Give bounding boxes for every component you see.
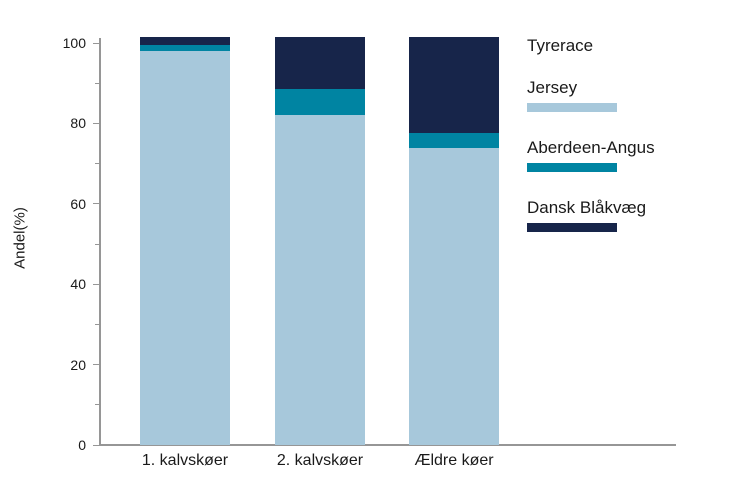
y-tick-label: 20 [70,356,86,373]
y-tick-minor [95,163,100,165]
x-category-label: Ældre køer [414,452,494,469]
legend-label: Aberdeen-Angus [527,138,655,157]
bar-segment-aberdeen-angus [140,45,230,52]
bar-segment-jersey [140,51,230,445]
y-axis-title: Andel(%) [11,207,29,269]
legend-swatch [527,103,617,112]
y-tick-major [93,444,100,446]
x-axis-line [99,444,676,446]
bar-segment-dansk-bl-kv-g [140,36,230,45]
y-tick-major [93,364,100,366]
legend-entry: Jersey [527,78,697,112]
bar-segment-aberdeen-angus [275,89,365,116]
y-tick-major [93,42,100,44]
y-tick-minor [95,323,100,325]
bar-segment-dansk-bl-kv-g [409,36,499,134]
legend-label: Dansk Blåkvæg [527,198,647,217]
y-axis-line [99,38,101,446]
bar-segment-jersey [275,115,365,445]
legend-entry: Aberdeen-Angus [527,138,697,172]
x-category-label: 1. kalvskøer [141,452,229,469]
y-tick-minor [95,404,100,406]
bar-segment-aberdeen-angus [409,133,499,148]
y-tick-major [93,203,100,205]
y-tick-major [93,283,100,285]
y-tick-major [93,122,100,124]
bar-segment-dansk-bl-kv-g [275,36,365,90]
bar-segment-jersey [409,147,499,445]
x-category-label: 2. kalvskøer [276,452,364,469]
y-tick-minor [95,243,100,245]
legend-entry: Dansk Blåkvæg [527,198,697,232]
legend-swatch [527,163,617,172]
legend-label: Jersey [527,78,578,97]
legend-entries: Jersey Aberdeen-Angus Dansk Blåkvæg [527,78,697,232]
y-tick-label: 0 [78,437,86,453]
y-tick-label: 80 [70,115,86,132]
legend-swatch [527,223,617,232]
y-tick-label: 40 [70,276,86,293]
legend-title: Tyrerace [527,36,594,55]
y-tick-label: 100 [62,35,86,51]
y-tick-label: 60 [70,195,86,212]
legend: Tyrerace Jersey Aberdeen-Angus Dansk Blåkv… [527,36,697,258]
y-tick-minor [95,82,100,84]
